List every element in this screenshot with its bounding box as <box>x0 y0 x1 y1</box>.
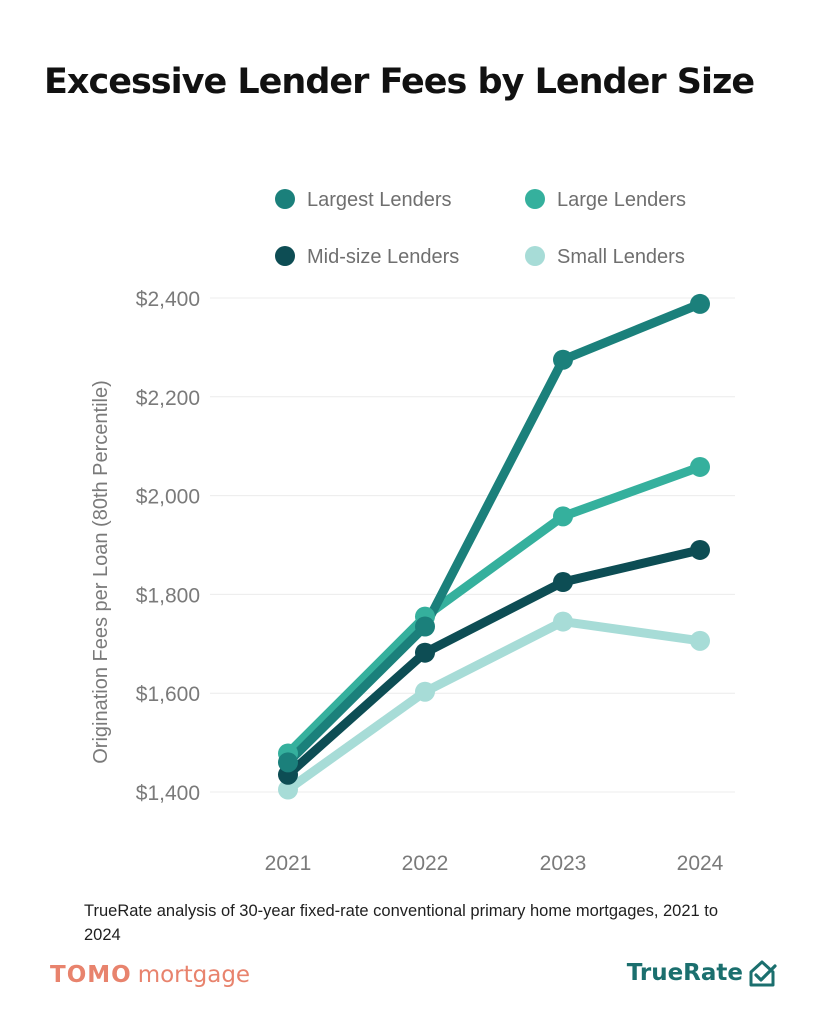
data-point <box>553 611 573 632</box>
truerate-logo: TrueRate <box>627 958 777 988</box>
series-line <box>283 299 705 767</box>
legend-label: Large Lenders <box>557 189 686 211</box>
legend-marker <box>275 189 295 209</box>
legend-label: Mid-size Lenders <box>307 246 459 268</box>
data-point <box>415 616 435 637</box>
tomo-logo-text: TOMO <box>50 962 132 988</box>
data-point <box>553 506 573 527</box>
data-point <box>690 293 710 314</box>
data-point <box>278 752 298 773</box>
y-tick-label: $1,800 <box>136 584 200 607</box>
data-point <box>553 572 573 593</box>
series-lines <box>283 299 705 795</box>
legend-marker <box>525 246 545 266</box>
truerate-logo-text: TrueRate <box>626 960 743 986</box>
series-line <box>283 462 705 758</box>
y-tick-label: $2,200 <box>136 387 200 410</box>
legend: Largest Lenders Large Lenders Mid-size Len… <box>275 189 686 268</box>
source-note: TrueRate analysis of 30-year fixed-rate … <box>84 902 719 944</box>
data-point <box>553 349 573 370</box>
y-axis-label: Origination Fees per Loan (80th Percenti… <box>90 380 112 764</box>
mortgage-logo-text: mortgage <box>137 962 251 988</box>
y-tick-label: $2,000 <box>136 486 200 509</box>
y-tick-label: $1,400 <box>136 782 200 805</box>
x-axis: 2021 2022 2023 2024 <box>265 852 724 875</box>
x-tick-label: 2022 <box>402 852 449 875</box>
data-point <box>415 681 435 702</box>
y-axis: $1,400 $1,600 $1,800 $2,000 $2,200 $2,400 Orig… <box>90 288 200 805</box>
data-point <box>415 642 435 663</box>
series-line <box>283 545 705 780</box>
x-tick-label: 2024 <box>677 852 724 875</box>
data-point <box>690 630 710 651</box>
legend-label: Largest Lenders <box>307 189 452 211</box>
series-points <box>278 293 710 800</box>
chart-title: Excessive Lender Fees by Lender Size <box>44 62 755 102</box>
y-tick-label: $2,400 <box>136 288 200 311</box>
legend-label: Small Lenders <box>557 246 685 268</box>
data-point <box>278 779 298 800</box>
data-point <box>690 539 710 560</box>
grid-lines <box>210 297 735 793</box>
tomo-mortgage-logo: TOMO mortgage <box>50 962 250 988</box>
y-tick-label: $1,600 <box>136 683 200 706</box>
legend-marker <box>525 189 545 209</box>
data-point <box>690 456 710 477</box>
series-line <box>283 617 705 795</box>
x-tick-label: 2021 <box>265 852 312 875</box>
x-tick-label: 2023 <box>540 852 587 875</box>
legend-marker <box>275 246 295 266</box>
house-check-icon <box>749 960 777 987</box>
